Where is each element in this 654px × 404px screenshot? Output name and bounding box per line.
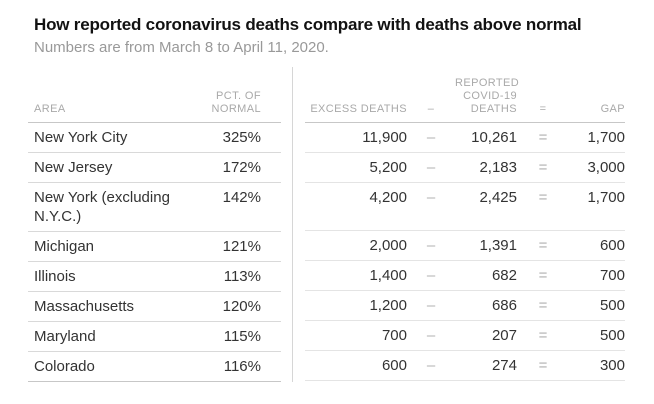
left-table: AREA PCT. OF NORMAL New York City 325% N… [28, 67, 281, 382]
equals-symbol: = [538, 189, 548, 206]
vertical-divider [292, 67, 293, 382]
page-title: How reported coronavirus deaths compare … [34, 15, 582, 34]
area-cell: Illinois [34, 268, 76, 285]
minus-symbol: – [427, 103, 435, 115]
covid-deaths-cell: 1,391 [479, 237, 517, 254]
right-table-header: EXCESS DEATHS – REPORTED COVID-19 DEATHS… [305, 67, 625, 123]
minus-symbol: – [426, 189, 436, 206]
excess-deaths-cell: 4,200 [369, 189, 407, 206]
table-row: New Jersey 172% [28, 153, 281, 183]
gap-cell: 1,700 [587, 129, 625, 146]
pct-cell: 113% [223, 268, 261, 285]
pct-cell: 142% [222, 189, 261, 206]
table-row: 2,000 – 1,391 = 600 [305, 231, 625, 261]
gap-cell: 300 [599, 357, 625, 374]
area-cell: New York City [34, 129, 128, 146]
table-row: 4,200 – 2,425 = 1,700 [305, 183, 625, 231]
equals-symbol: = [539, 103, 547, 115]
covid-deaths-cell: 2,425 [479, 189, 517, 206]
column-header-covid-deaths: REPORTED COVID-19 DEATHS [455, 77, 520, 116]
table-row: New York City 325% [28, 123, 281, 153]
area-cell: New Jersey [34, 159, 113, 176]
minus-symbol: – [426, 297, 436, 314]
area-cell: Colorado [34, 358, 95, 375]
covid-deaths-cell: 686 [491, 297, 517, 314]
table-row: Colorado 116% [28, 352, 281, 382]
covid-deaths-cell: 10,261 [471, 129, 517, 146]
gap-cell: 3,000 [587, 159, 625, 176]
covid-deaths-cell: 682 [491, 267, 517, 284]
table-row: 5,200 – 2,183 = 3,000 [305, 153, 625, 183]
minus-symbol: – [426, 327, 436, 344]
header-line: PCT. OF [216, 90, 261, 102]
pct-cell: 116% [223, 358, 261, 375]
table-row: 11,900 – 10,261 = 1,700 [305, 123, 625, 153]
minus-symbol: – [426, 237, 436, 254]
table-row: 1,400 – 682 = 700 [305, 261, 625, 291]
table-row: Massachusetts 120% [28, 292, 281, 322]
table-row: 1,200 – 686 = 500 [305, 291, 625, 321]
column-header-excess-deaths: EXCESS DEATHS [310, 103, 407, 115]
area-cell: Michigan [34, 238, 95, 255]
excess-deaths-cell: 700 [381, 327, 407, 344]
minus-symbol: – [426, 129, 436, 146]
table-row: 700 – 207 = 500 [305, 321, 625, 351]
pct-cell: 121% [222, 238, 261, 255]
gap-cell: 500 [599, 327, 625, 344]
table-row: Michigan 121% [28, 232, 281, 262]
area-cell: New York (excluding N.Y.C.) [34, 189, 170, 225]
minus-symbol: – [426, 357, 436, 374]
gap-cell: 1,700 [587, 189, 625, 206]
column-header-gap: GAP [600, 103, 625, 115]
area-cell: Massachusetts [34, 298, 135, 315]
covid-deaths-cell: 207 [491, 327, 517, 344]
table-row: New York (excluding N.Y.C.) 142% [28, 183, 281, 232]
gap-cell: 700 [599, 267, 625, 284]
equals-symbol: = [538, 159, 548, 176]
excess-deaths-cell: 11,900 [362, 129, 407, 146]
minus-symbol: – [426, 267, 436, 284]
area-cell: Maryland [34, 328, 96, 345]
header-block: How reported coronavirus deaths compare … [0, 0, 654, 58]
header-line: REPORTED [455, 77, 520, 89]
equals-symbol: = [538, 357, 548, 374]
equals-symbol: = [538, 327, 548, 344]
pct-cell: 120% [222, 298, 261, 315]
excess-deaths-cell: 600 [381, 357, 407, 374]
header-line: NORMAL [211, 103, 261, 115]
header-line: COVID-19 [463, 90, 517, 102]
equals-symbol: = [538, 297, 548, 314]
equals-symbol: = [538, 129, 548, 146]
pct-cell: 115% [223, 328, 261, 345]
subtitle: Numbers are from March 8 to April 11, 20… [34, 39, 329, 56]
table-row: Maryland 115% [28, 322, 281, 352]
excess-deaths-cell: 5,200 [369, 159, 407, 176]
equals-symbol: = [538, 267, 548, 284]
comparison-table: AREA PCT. OF NORMAL New York City 325% N… [28, 67, 654, 382]
excess-deaths-cell: 1,200 [369, 297, 407, 314]
excess-deaths-cell: 1,400 [369, 267, 407, 284]
covid-deaths-cell: 274 [491, 357, 517, 374]
gap-cell: 600 [599, 237, 625, 254]
column-header-pct-of-normal: PCT. OF NORMAL [185, 90, 281, 116]
pct-cell: 325% [222, 129, 261, 146]
gap-cell: 500 [599, 297, 625, 314]
covid-deaths-cell: 2,183 [479, 159, 517, 176]
left-table-header: AREA PCT. OF NORMAL [28, 67, 281, 123]
excess-deaths-cell: 2,000 [369, 237, 407, 254]
header-line: DEATHS [470, 103, 517, 115]
minus-symbol: – [426, 159, 436, 176]
column-header-area: AREA [34, 103, 66, 115]
equals-symbol: = [538, 237, 548, 254]
table-row: Illinois 113% [28, 262, 281, 292]
table-row: 600 – 274 = 300 [305, 351, 625, 381]
pct-cell: 172% [222, 159, 261, 176]
right-table: EXCESS DEATHS – REPORTED COVID-19 DEATHS… [305, 67, 625, 382]
